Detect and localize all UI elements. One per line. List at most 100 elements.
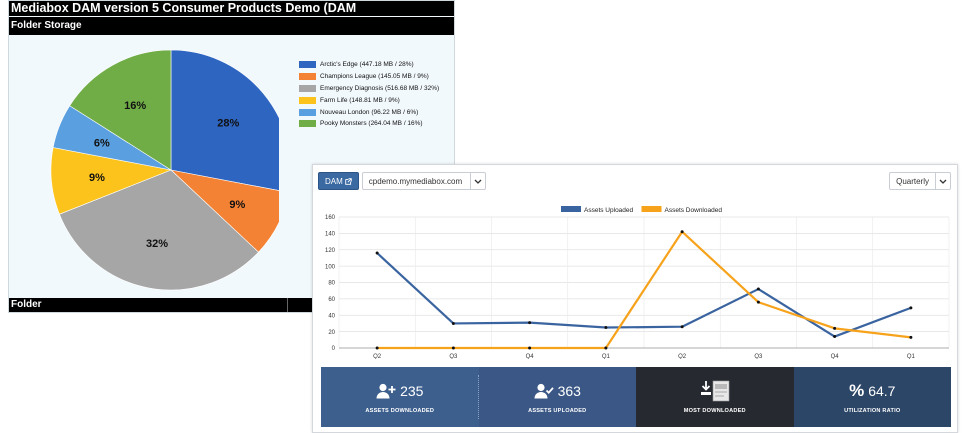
- dam-button-label: DAM: [325, 176, 343, 186]
- legend-swatch: [299, 61, 316, 69]
- legend-swatch: [299, 84, 316, 92]
- legend-label: Farm Life (148.81 MB / 9%): [320, 96, 400, 104]
- dam-button[interactable]: DAM: [318, 172, 359, 190]
- y-tick-label: 140: [325, 232, 336, 238]
- data-point: [528, 346, 532, 350]
- x-tick-label: Q1: [907, 354, 916, 359]
- data-point: [375, 346, 379, 350]
- column-divider: [287, 298, 288, 312]
- kpi-label: ASSETS UPLOADED: [528, 407, 587, 414]
- folder-storage-report: Mediabox DAM version 5 Consumer Products…: [8, 0, 455, 313]
- kpi-utilization-ratio[interactable]: % 64.7 UTILIZATION RATIO: [793, 367, 951, 427]
- storage-pie-chart: 28% 9% 32% 9% 6% 16%: [50, 49, 279, 291]
- pie-slice: [69, 49, 172, 171]
- data-point: [909, 306, 913, 310]
- data-point: [680, 230, 684, 234]
- y-tick-label: 120: [325, 248, 336, 254]
- legend-label: Pooky Monsters (264.04 MB / 16%): [320, 120, 423, 128]
- x-tick-label: Q4: [526, 354, 535, 359]
- kpi-strip: 235 ASSETS DOWNLOADED 363 ASSETS UPLOADE…: [321, 367, 951, 427]
- y-tick-label: 60: [328, 297, 335, 303]
- data-point: [604, 326, 608, 330]
- data-point: [604, 346, 608, 350]
- legend-swatch: [299, 120, 316, 128]
- report-title: Mediabox DAM version 5 Consumer Products…: [9, 1, 454, 16]
- pie-slice-label: 32%: [146, 238, 168, 250]
- user-plus-icon: [376, 383, 396, 398]
- pie-legend: Arctic's Edge (447.18 MB / 28%) Champions…: [299, 59, 439, 130]
- kpi-label: UTILIZATION RATIO: [844, 407, 901, 414]
- legend-swatch: [561, 206, 581, 212]
- external-link-icon: [345, 177, 352, 185]
- data-point: [833, 335, 837, 339]
- legend-swatch: [641, 206, 662, 212]
- pie-slice-label: 28%: [217, 118, 239, 130]
- x-tick-label: Q1: [602, 354, 611, 359]
- legend-label: Assets Downloaded: [665, 207, 723, 214]
- legend-swatch: [299, 73, 316, 81]
- x-tick-label: Q2: [373, 354, 382, 359]
- legend-item: Farm Life (148.81 MB / 9%): [299, 94, 439, 106]
- period-select[interactable]: Quarterly: [889, 172, 951, 190]
- pie-slice-label: 9%: [89, 172, 105, 184]
- y-tick-label: 40: [328, 313, 335, 319]
- legend-label: Champions League (145.05 MB / 9%): [320, 73, 429, 81]
- period-select-value: Quarterly: [896, 176, 929, 186]
- pie-slice-label: 9%: [229, 199, 245, 211]
- legend-label: Assets Uploaded: [584, 207, 634, 214]
- legend-label: Emergency Diagnosis (516.68 MB / 32%): [320, 84, 440, 92]
- dashboard-panel: DAM cpdemo.mymediabox.com Quarterly Asse…: [312, 164, 958, 433]
- data-point: [528, 321, 532, 325]
- legend-item: Nouveau London (96.22 MB / 6%): [299, 106, 439, 118]
- kpi-value: 64.7: [868, 382, 896, 399]
- pie-slice-label: 16%: [124, 100, 146, 112]
- y-tick-label: 160: [325, 215, 336, 221]
- pie-slice-label: 6%: [94, 138, 110, 150]
- kpi-most-downloaded[interactable]: MOST DOWNLOADED: [636, 367, 794, 427]
- assets-line-chart: Assets Uploaded Assets Downloaded 0 20 40 60 8…: [325, 206, 950, 359]
- legend-item: Pooky Monsters (264.04 MB / 16%): [299, 118, 439, 130]
- x-tick-label: Q4: [831, 354, 840, 359]
- x-tick-label: Q3: [754, 354, 763, 359]
- x-tick-label: Q3: [449, 354, 458, 359]
- kpi-value: 363: [557, 382, 581, 399]
- data-point: [375, 251, 379, 255]
- y-tick-label: 80: [328, 281, 335, 287]
- data-point: [451, 321, 455, 325]
- legend-item: Champions League (145.05 MB / 9%): [299, 71, 439, 83]
- legend-item: Emergency Diagnosis (516.68 MB / 32%): [299, 83, 439, 95]
- kpi-label: ASSETS DOWNLOADED: [365, 407, 435, 414]
- y-tick-label: 20: [328, 330, 335, 336]
- report-subtitle: Folder Storage: [9, 17, 454, 35]
- data-point: [451, 346, 455, 350]
- folder-column-label: Folder: [11, 299, 42, 310]
- kpi-assets-uploaded[interactable]: 363 ASSETS UPLOADED: [478, 367, 636, 427]
- data-point: [833, 326, 837, 330]
- series-line: [376, 252, 912, 338]
- data-point: [756, 300, 760, 304]
- x-tick-label: Q2: [678, 354, 687, 359]
- legend-label: Nouveau London (96.22 MB / 6%): [320, 108, 419, 116]
- site-select-value: cpdemo.mymediabox.com: [368, 176, 463, 186]
- site-select[interactable]: cpdemo.mymediabox.com: [361, 172, 487, 190]
- kpi-assets-downloaded[interactable]: 235 ASSETS DOWNLOADED: [321, 367, 479, 427]
- pie-slice: [59, 169, 259, 291]
- kpi-divider: [477, 375, 479, 419]
- y-tick-label: 100: [325, 264, 336, 270]
- dashboard-toolbar: DAM cpdemo.mymediabox.com: [318, 172, 487, 190]
- data-point: [756, 287, 760, 291]
- percent-icon: %: [849, 380, 865, 400]
- chevron-down-icon: [935, 172, 950, 190]
- data-point: [680, 325, 684, 329]
- legend-swatch: [299, 108, 316, 116]
- data-point: [909, 335, 913, 339]
- legend-label: Arctic's Edge (447.18 MB / 28%): [320, 61, 414, 69]
- pie-slice: [170, 49, 279, 191]
- kpi-value: 235: [400, 382, 424, 399]
- user-check-icon: [534, 383, 554, 398]
- download-icon: [700, 380, 730, 401]
- series-line: [377, 230, 912, 350]
- kpi-label: MOST DOWNLOADED: [683, 407, 746, 414]
- chevron-down-icon: [470, 172, 485, 190]
